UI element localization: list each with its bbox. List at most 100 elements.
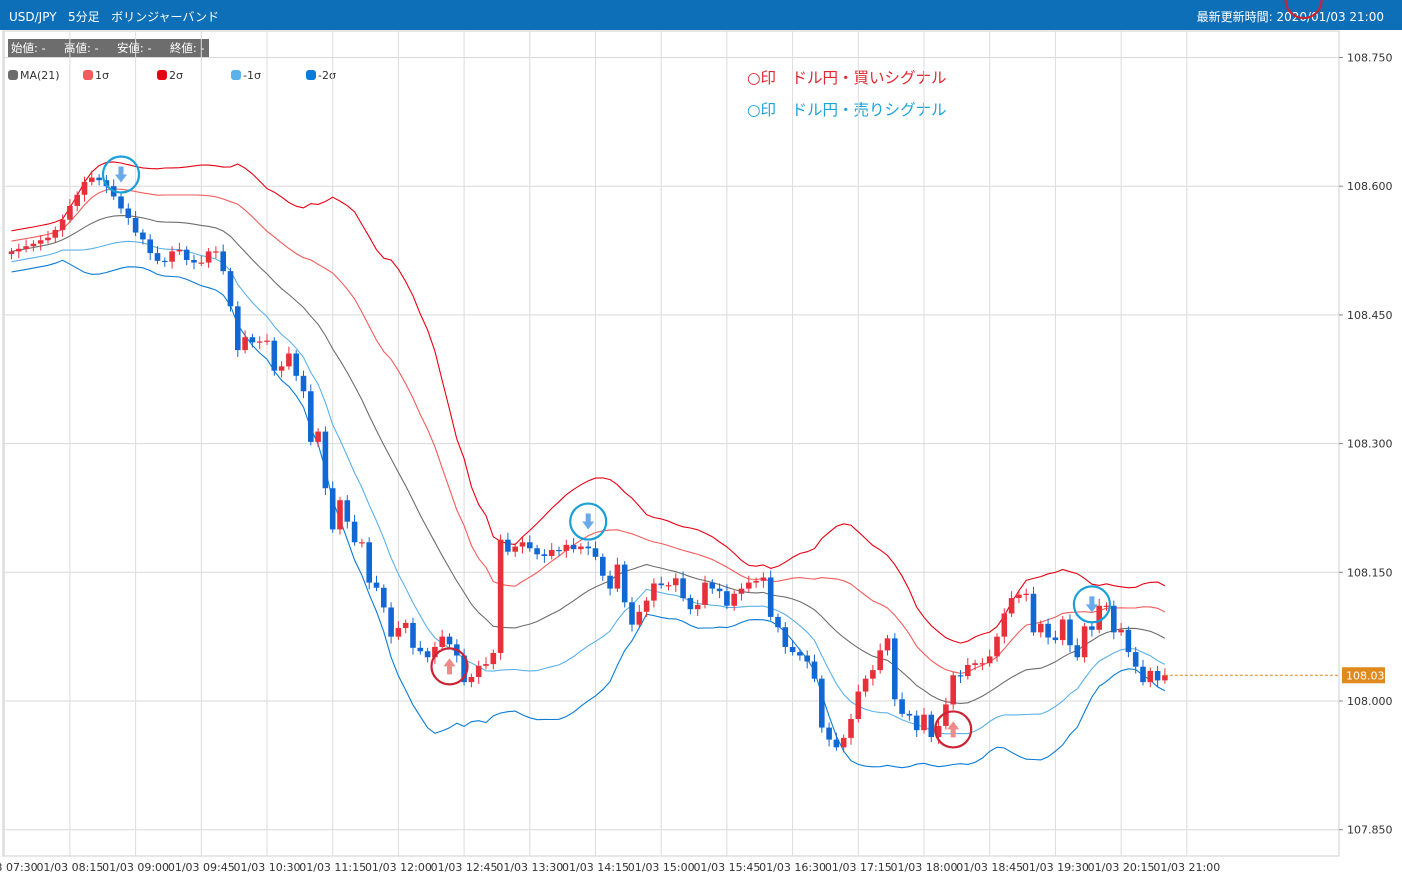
legend-item-plus1sigma[interactable]: 1σ <box>83 69 109 82</box>
plus1sigma-line <box>11 188 1166 674</box>
candle-body <box>541 554 548 556</box>
candle <box>308 384 314 446</box>
candle <box>439 629 445 651</box>
candle-body <box>804 655 810 662</box>
x-tick-label: 01/03 15:00 <box>628 861 695 873</box>
candle <box>862 675 869 697</box>
candle <box>278 361 285 378</box>
last-updated-label: 最新更新時間: <box>1196 10 1273 24</box>
candle <box>1016 591 1022 604</box>
candle <box>1045 618 1051 645</box>
legend-swatch-plus2sigma <box>157 70 167 80</box>
candle-body <box>402 622 409 629</box>
x-tick-label: 01/03 10:30 <box>234 861 301 873</box>
candle-body <box>1125 629 1132 653</box>
candle-body <box>74 194 80 206</box>
candle-body <box>300 375 307 392</box>
legend-swatch-ma21 <box>8 70 18 80</box>
legend-item-minus2sigma[interactable]: -2σ <box>306 69 336 82</box>
candle-body <box>140 232 146 240</box>
candle-body <box>1052 637 1059 641</box>
candle-body <box>249 337 256 343</box>
candle-body <box>446 636 453 645</box>
candle <box>483 657 489 670</box>
candle-body <box>16 248 22 252</box>
last-updated-value: 2020/01/03 21:00 <box>1276 10 1384 24</box>
candle-body <box>505 539 511 552</box>
candle <box>972 659 978 671</box>
candle <box>1081 622 1088 663</box>
candle-body <box>162 260 168 263</box>
candle <box>490 649 497 670</box>
candle <box>819 675 825 733</box>
plus2sigma-line <box>11 161 1166 644</box>
candle <box>169 246 175 269</box>
candle-body <box>753 580 759 583</box>
candle <box>892 633 898 707</box>
x-tick-label: 01/03 15:45 <box>693 861 760 873</box>
candle-body <box>388 607 394 637</box>
indicator-label: ボリンジャーバンド <box>111 10 219 24</box>
candle-body <box>979 663 986 665</box>
sell-signal-marker <box>569 502 608 541</box>
candle-body <box>81 181 88 195</box>
candle <box>300 370 307 399</box>
candle <box>497 534 504 660</box>
candle-body <box>607 575 613 589</box>
candle-body <box>8 251 15 254</box>
candle-body <box>519 542 526 547</box>
sell-signal-marker <box>1072 585 1112 624</box>
legend-item-ma21[interactable]: MA(21) <box>8 69 60 82</box>
candle-body <box>227 271 234 307</box>
candle-body <box>395 628 402 637</box>
candle-body <box>621 564 628 603</box>
candle-body <box>132 217 139 233</box>
candle <box>359 538 365 548</box>
candle <box>702 575 708 609</box>
candle <box>1118 622 1124 636</box>
legend-item-minus1sigma[interactable]: -1σ <box>231 69 261 82</box>
candle <box>534 544 540 560</box>
candle <box>906 710 913 721</box>
candle <box>519 537 526 554</box>
candle <box>242 330 248 354</box>
candle <box>125 203 132 225</box>
candle-body <box>994 636 1000 657</box>
candle <box>344 495 351 529</box>
candle <box>512 543 518 557</box>
candle-body <box>943 704 949 726</box>
buy-signal-marker <box>934 710 973 749</box>
legend-item-plus2sigma[interactable]: 2σ <box>157 69 183 82</box>
candle-body <box>278 366 285 371</box>
candle-body <box>1132 652 1139 667</box>
candle-body <box>563 544 570 551</box>
x-tick-label: 01/03 11:15 <box>299 861 366 873</box>
candle-body <box>1074 645 1081 658</box>
candle-body <box>220 251 226 272</box>
candle <box>578 543 584 555</box>
candle-body <box>1140 666 1146 683</box>
candle <box>191 254 197 270</box>
candle-body <box>651 583 657 601</box>
candle <box>709 579 716 594</box>
x-tick-label: 01/03 08:15 <box>36 861 103 873</box>
candle <box>855 684 862 723</box>
candle-body <box>497 539 504 653</box>
sell-signal-marker <box>101 155 141 194</box>
candle-body <box>833 739 840 748</box>
candle-body <box>1154 670 1161 681</box>
candle-body <box>381 587 387 608</box>
legend-swatch-minus2sigma <box>306 70 316 80</box>
candle <box>213 246 219 259</box>
candle <box>410 617 416 655</box>
candle <box>1030 586 1037 636</box>
candle-body <box>308 391 314 442</box>
candle <box>1052 630 1059 644</box>
candle-body <box>235 306 241 351</box>
candle-body <box>373 582 380 588</box>
candle <box>8 247 15 260</box>
last-updated: 最新更新時間: 2020/01/03 21:00 <box>1197 8 1384 25</box>
candle <box>147 234 153 260</box>
candle-body <box>840 737 847 748</box>
candle-body <box>461 655 467 683</box>
